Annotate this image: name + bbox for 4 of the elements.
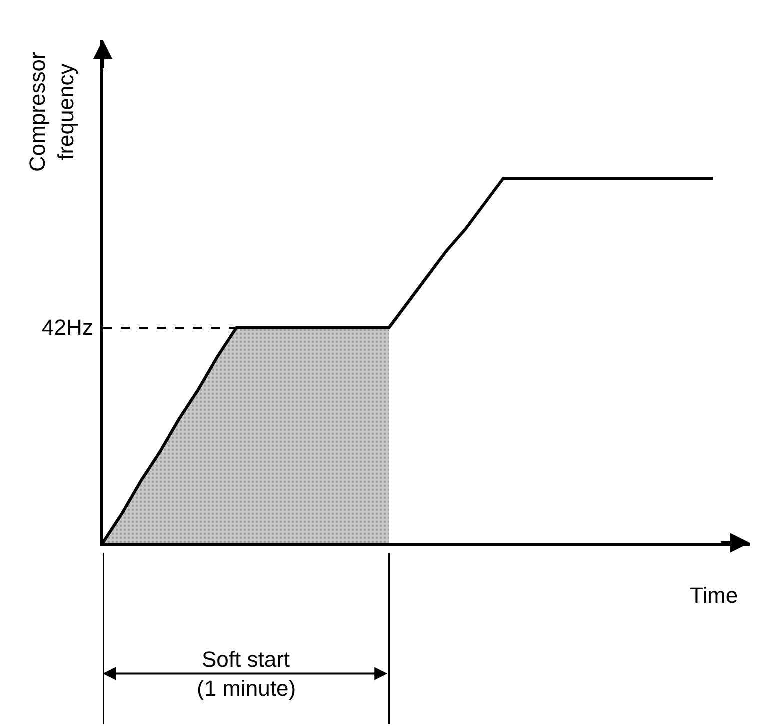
text: Soft start (1 minute) (197, 647, 296, 701)
x-axis-title: Time (690, 583, 738, 608)
ref-line-label: 42Hz (42, 315, 94, 340)
y-axis-title: Compressor frequency (25, 52, 79, 172)
